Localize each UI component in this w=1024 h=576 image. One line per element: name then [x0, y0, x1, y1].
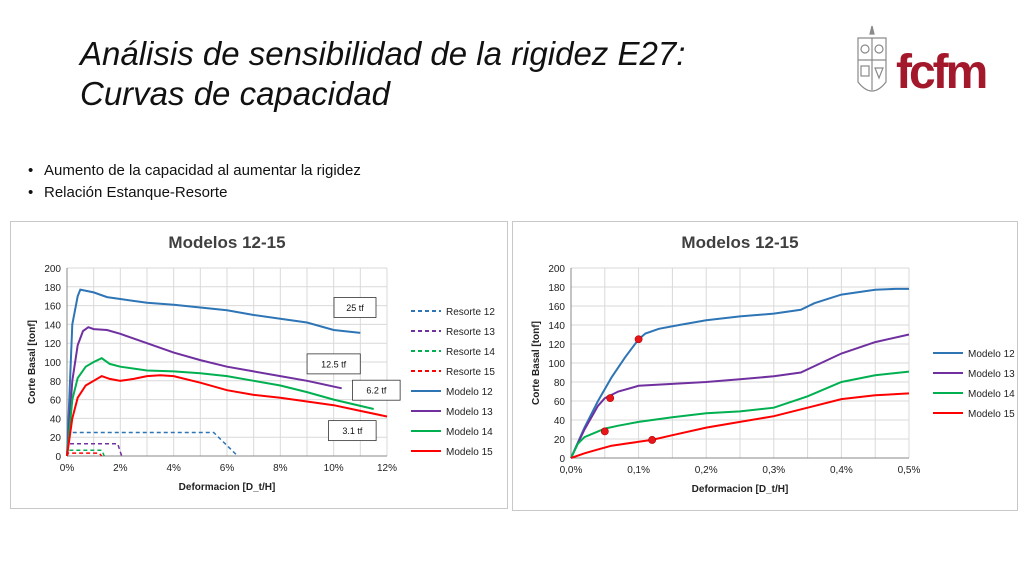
- bullet-list: • Aumento de la capacidad al aumentar la …: [28, 160, 361, 204]
- series-line-modelo-12: [570, 287, 909, 459]
- y-tick-label: 120: [548, 340, 565, 351]
- bullet-item: • Relación Estanque-Resorte: [28, 184, 228, 201]
- y-tick-label: 180: [44, 283, 61, 294]
- x-tick-label: 0,0%: [560, 465, 583, 476]
- y-tick-label: 20: [554, 435, 566, 446]
- x-tick-label: 4%: [166, 463, 181, 474]
- legend-label: Resorte 15: [446, 367, 495, 378]
- capacity-chart-full: Modelos 12-15 0 20 40 60 80 100 120 140 160 180 200…: [10, 221, 508, 509]
- x-tick-label: 2%: [113, 463, 128, 474]
- legend-label: Resorte 13: [446, 327, 495, 338]
- series-line-modelo-15: [66, 374, 388, 457]
- legend-label: Resorte 12: [446, 307, 495, 318]
- annotation-label: 25 tf: [346, 303, 364, 313]
- legend-label: Modelo 14: [446, 427, 493, 438]
- series-line-modelo-12: [66, 288, 361, 457]
- y-tick-label: 80: [50, 377, 62, 388]
- x-tick-label: 10%: [324, 463, 344, 474]
- y-tick-label: 20: [50, 433, 62, 444]
- annotation-box: [352, 379, 401, 401]
- slide-title: Análisis de sensibilidad de la rigidez E…: [80, 34, 840, 114]
- annotation-label: 3.1 tf: [342, 426, 363, 436]
- y-tick-label: 80: [554, 378, 566, 389]
- series-line-resorte-13: [66, 443, 123, 457]
- x-tick-label: 0,3%: [762, 465, 785, 476]
- legend-label: Modelo 15: [968, 409, 1015, 420]
- y-tick-label: 160: [548, 302, 565, 313]
- x-tick-label: 12%: [377, 463, 397, 474]
- x-axis-label: Deformacion [D_t/H]: [179, 482, 276, 493]
- y-tick-label: 40: [554, 416, 566, 427]
- annotation-box: [306, 353, 361, 375]
- y-tick-label: 0: [559, 454, 565, 465]
- y-tick-label: 160: [44, 302, 61, 313]
- legend-label: Resorte 14: [446, 347, 495, 358]
- series-line-resorte-12: [66, 431, 239, 457]
- x-tick-label: 6%: [220, 463, 235, 474]
- marker-point: [606, 394, 615, 403]
- bullet-text: Relación Estanque-Resorte: [44, 184, 228, 201]
- x-tick-label: 0,1%: [627, 465, 650, 476]
- legend-label: Modelo 12: [968, 349, 1015, 360]
- bullet-text: Aumento de la capacidad al aumentar la r…: [44, 162, 361, 179]
- chart-svg-zoom: Modelos 12-15 0 20 40 60 80 100 120 140 160 180 200…: [531, 233, 1015, 495]
- marker-point: [634, 335, 643, 344]
- x-tick-label: 0,4%: [830, 465, 853, 476]
- marker-point: [648, 436, 657, 444]
- y-tick-label: 100: [548, 359, 565, 370]
- chart-title: Modelos 12-15: [681, 233, 798, 252]
- series-line-modelo-14: [66, 357, 374, 457]
- y-tick-label: 140: [548, 321, 565, 332]
- legend-label: Modelo 12: [446, 387, 493, 398]
- series-line-modelo-14: [570, 370, 910, 459]
- chart-svg-full: Modelos 12-15 0 20 40 60 80 100 120 140 160 180 200…: [27, 233, 495, 493]
- annotation-box: [328, 420, 377, 442]
- x-axis-label: Deformacion [D_t/H]: [692, 484, 789, 495]
- bullet-item: • Aumento de la capacidad al aumentar la …: [28, 162, 361, 179]
- y-tick-label: 60: [50, 396, 62, 407]
- series-line-modelo-13: [66, 326, 342, 457]
- slide-title-line-1: Análisis de sensibilidad de la rigidez E…: [80, 35, 686, 72]
- y-tick-label: 120: [44, 339, 61, 350]
- y-tick-label: 0: [55, 452, 61, 463]
- series-line-modelo-13: [570, 333, 910, 459]
- x-tick-label: 8%: [273, 463, 288, 474]
- y-tick-label: 40: [50, 414, 62, 425]
- fcfm-logo: fcfm: [857, 25, 989, 99]
- chart-title: Modelos 12-15: [168, 233, 285, 252]
- legend-label: Modelo 14: [968, 389, 1015, 400]
- y-tick-label: 60: [554, 397, 566, 408]
- annotation-box: [333, 297, 377, 318]
- capacity-chart-zoom: Modelos 12-15 0 20 40 60 80 100 120 140 160 180 200…: [512, 221, 1018, 511]
- y-tick-label: 200: [548, 264, 565, 275]
- y-axis-label: Corte Basal [tonf]: [27, 320, 38, 404]
- marker-point: [600, 427, 609, 436]
- x-tick-label: 0,5%: [898, 465, 921, 476]
- legend-label: Modelo 15: [446, 447, 493, 458]
- y-tick-label: 100: [44, 358, 61, 369]
- annotation-label: 6.2 tf: [366, 386, 387, 396]
- legend-label: Modelo 13: [968, 369, 1015, 380]
- logo-text: fcfm: [896, 46, 986, 99]
- x-tick-label: 0,2%: [695, 465, 718, 476]
- series-line-modelo-15: [570, 392, 910, 459]
- slide-title-line-2: Curvas de capacidad: [80, 75, 391, 112]
- annotation-label: 12.5 tf: [321, 359, 347, 369]
- university-seal-icon: [857, 25, 887, 92]
- y-axis-label: Corte Basal [tonf]: [531, 321, 542, 405]
- y-tick-label: 140: [44, 320, 61, 331]
- y-tick-label: 180: [548, 283, 565, 294]
- y-tick-label: 200: [44, 264, 61, 275]
- x-tick-label: 0%: [60, 463, 75, 474]
- legend-label: Modelo 13: [446, 407, 493, 418]
